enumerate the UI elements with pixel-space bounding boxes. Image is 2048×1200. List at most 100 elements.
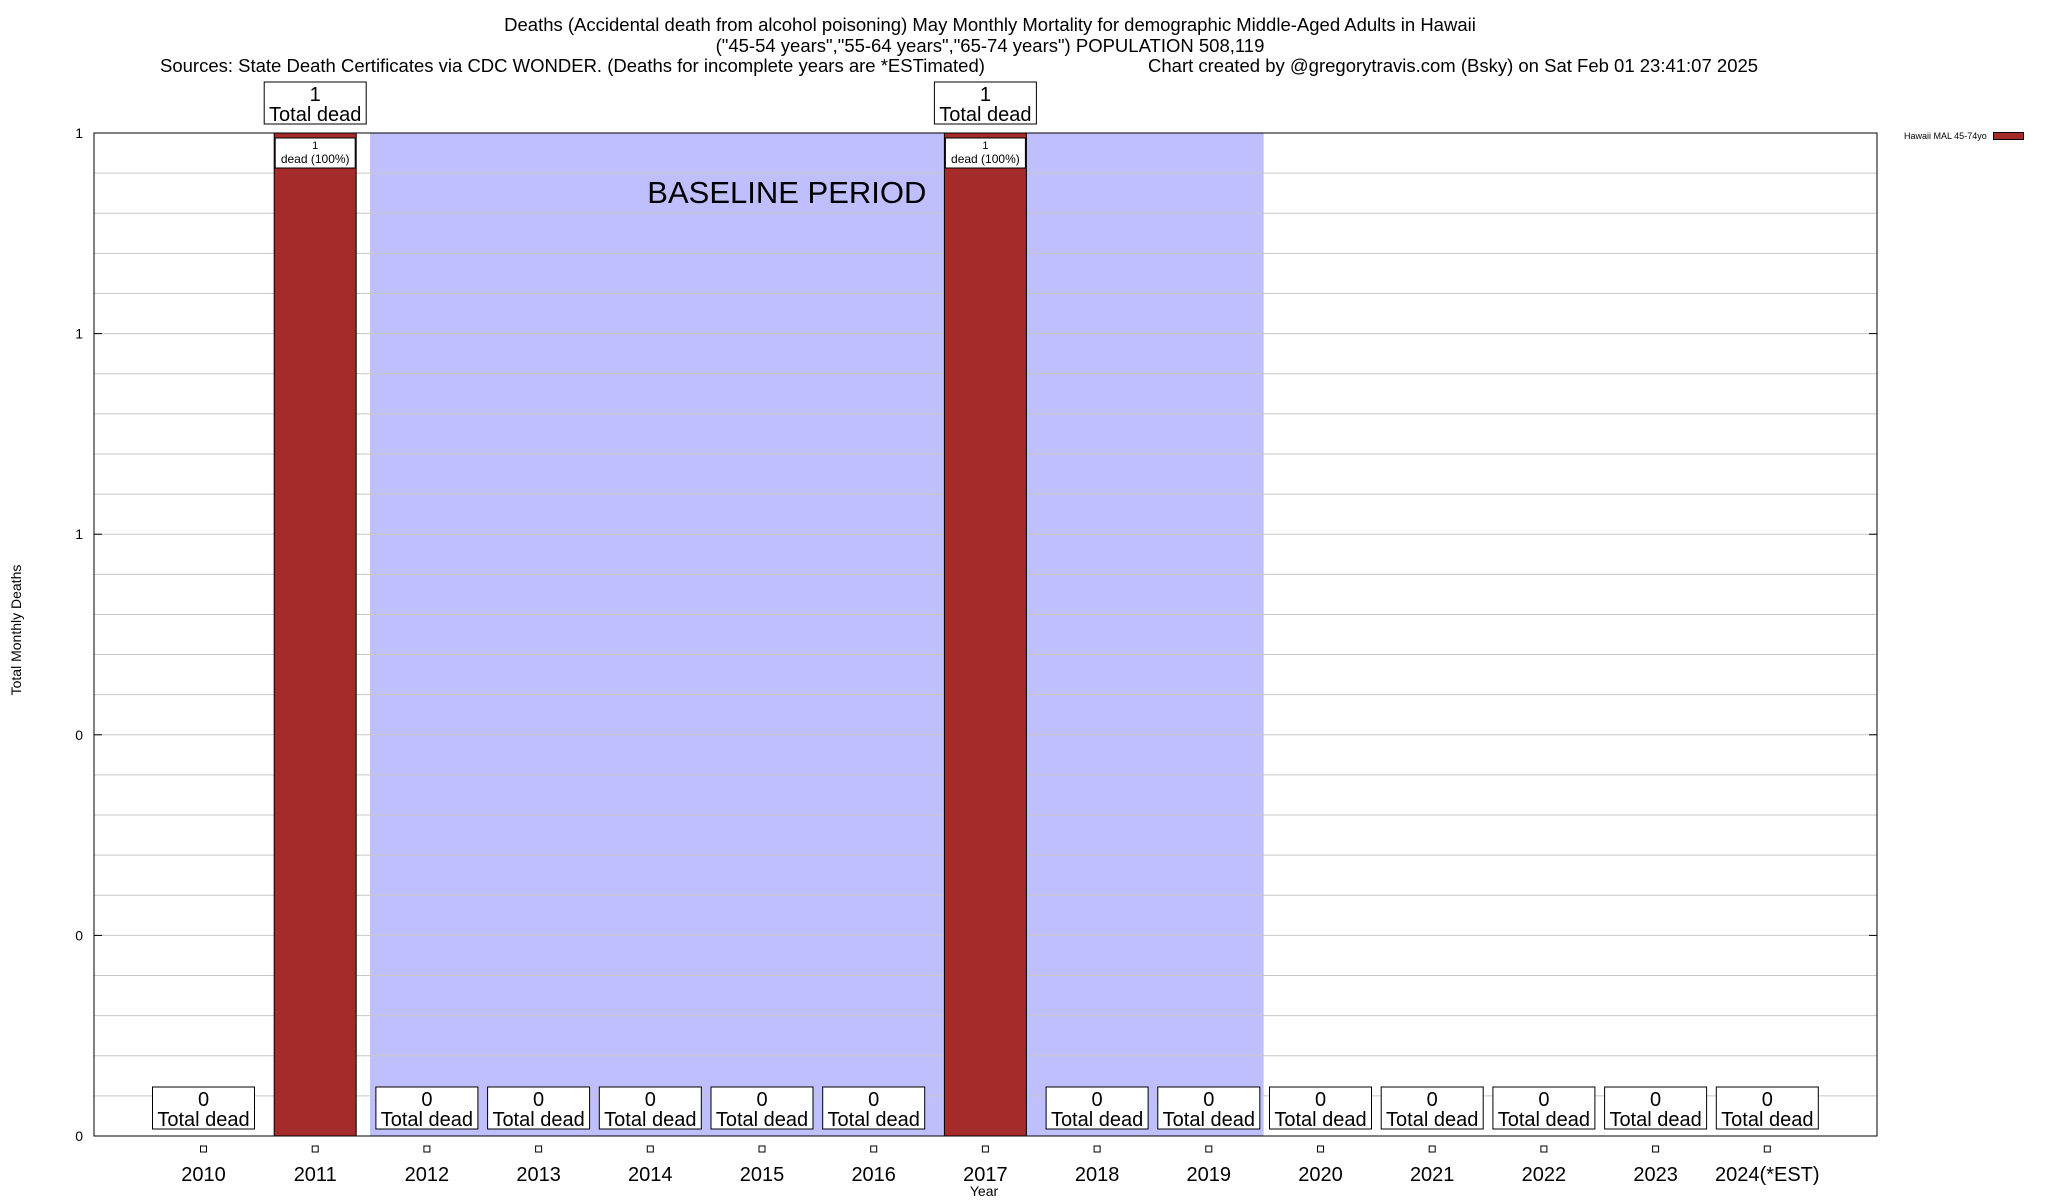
total-label-box [1157,1086,1261,1130]
y-tick-label: 0 [75,1128,83,1144]
total-label-caption: Total dead [269,104,361,126]
inner-label-caption: dead (100%) [951,152,1020,166]
chart-title-line1: Deaths (Accidental death from alcohol po… [504,14,1476,35]
total-label-value: 1 [980,84,991,106]
total-label-box [1715,1086,1819,1130]
y-tick-label: 1 [75,526,83,542]
total-label-box [375,1086,479,1130]
total-label-caption: Total dead [828,1109,920,1131]
total-label-box [710,1086,814,1130]
total-label-box [263,81,367,125]
total-label-box [822,1086,926,1130]
inner-label-box [944,137,1026,169]
x-tick-marker [1093,1145,1101,1153]
total-label-value: 0 [1092,1089,1103,1111]
inner-label-value: 1 [312,140,318,152]
bar [943,132,1027,1137]
y-tick-label: 1 [75,326,83,342]
x-tick-marker [1428,1145,1436,1153]
legend: Hawaii MAL 45-74yo [1904,131,2024,141]
x-tick-label: 2018 [1075,1164,1120,1186]
x-tick-marker [1317,1145,1324,1153]
baseline-band [370,133,1264,1136]
total-label-caption: Total dead [1386,1109,1478,1131]
chart-credit: Chart created by @gregorytravis.com (Bsk… [1148,55,1759,76]
x-tick-marker [1763,1145,1771,1153]
total-label-caption: Total dead [492,1109,584,1131]
total-label-value: 0 [1427,1089,1438,1111]
x-tick-marker [870,1145,878,1153]
total-label-caption: Total dead [157,1109,249,1131]
plot-frame [93,132,1878,1137]
x-tick-label: 2011 [294,1164,337,1186]
total-label-box [933,81,1037,125]
x-tick-marker [758,1145,766,1153]
total-label-value: 0 [868,1089,879,1111]
total-label-caption: Total dead [1274,1109,1366,1131]
total-label-value: 0 [645,1089,656,1111]
total-label-value: 0 [198,1089,209,1111]
x-tick-label: 2017 [963,1164,1008,1186]
total-label-caption: Total dead [1498,1109,1590,1131]
x-tick-marker [1540,1145,1548,1153]
inner-label-box [274,137,356,169]
x-tick-label: 2019 [1187,1164,1232,1186]
x-tick-label: 2024(*EST) [1715,1164,1820,1186]
x-tick-marker [1652,1145,1660,1153]
x-tick-label: 2012 [405,1164,450,1186]
total-label-value: 0 [1203,1089,1214,1111]
total-label-caption: Total dead [716,1109,808,1131]
x-tick-label: 2021 [1410,1164,1455,1186]
x-tick-label: 2022 [1522,1164,1567,1186]
total-label-value: 0 [756,1089,767,1111]
total-label-value: 0 [1762,1089,1773,1111]
y-tick-label: 0 [75,727,83,743]
total-label-box [487,1086,591,1130]
x-tick-label: 2013 [516,1164,561,1186]
total-label-box [152,1086,255,1130]
total-label-caption: Total dead [1609,1109,1701,1131]
baseline-label: BASELINE PERIOD [647,175,926,210]
total-label-value: 0 [533,1089,544,1111]
x-tick-label: 2023 [1633,1164,1678,1186]
x-tick-label: 2014 [628,1164,673,1186]
x-tick-label: 2020 [1298,1164,1343,1186]
inner-label-caption: dead (100%) [281,152,350,166]
x-axis-label: Year [969,1183,999,1199]
total-label-caption: Total dead [604,1109,696,1131]
x-tick-label: 2016 [851,1164,896,1186]
total-label-box [598,1086,702,1130]
total-label-box [1380,1086,1484,1130]
bar [273,132,357,1137]
inner-label-value: 1 [982,140,988,152]
x-tick-marker [311,1145,319,1153]
x-tick-label: 2010 [181,1164,226,1186]
x-tick-label: 2015 [740,1164,785,1186]
x-tick-marker [535,1145,543,1153]
legend-label: Hawaii MAL 45-74yo [1904,131,1987,141]
total-label-box [1492,1086,1596,1130]
total-label-value: 0 [1315,1089,1326,1111]
x-tick-marker [981,1145,989,1153]
legend-swatch [1992,132,2024,140]
chart-sources: Sources: State Death Certificates via CD… [160,55,985,76]
total-label-box [1269,1086,1372,1130]
total-label-value: 0 [1650,1089,1661,1111]
x-tick-marker [1205,1145,1213,1153]
total-label-caption: Total dead [381,1109,473,1131]
x-tick-marker [423,1145,431,1153]
y-tick-label: 1 [75,125,83,141]
total-label-caption: Total dead [1721,1109,1813,1131]
x-tick-marker [200,1145,207,1153]
x-tick-marker [646,1145,654,1153]
total-label-box [1604,1086,1708,1130]
total-label-box [1045,1086,1149,1130]
total-label-caption: Total dead [939,104,1031,126]
y-tick-label: 0 [75,927,83,943]
total-label-value: 0 [1538,1089,1549,1111]
total-label-value: 1 [310,84,321,106]
chart-title-line2: ("45-54 years","55-64 years","65-74 year… [715,35,1265,56]
total-label-caption: Total dead [1163,1109,1255,1131]
total-label-value: 0 [421,1089,432,1111]
